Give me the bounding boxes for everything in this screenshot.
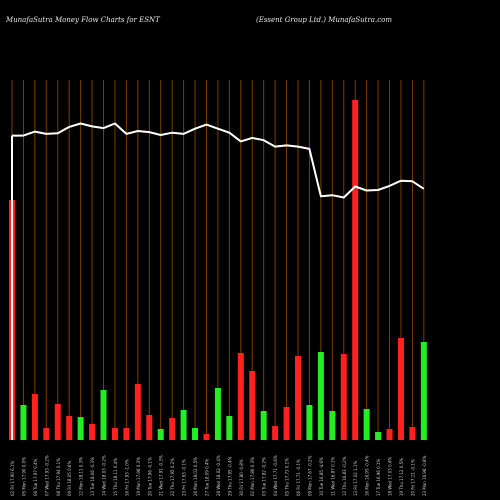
money-flow-bar: [420, 342, 427, 440]
price-line-group: [11, 122, 425, 440]
x-tick-label: 28 Wed 18.02 -0.4%: [216, 455, 221, 496]
money-flow-bar: [134, 384, 141, 440]
x-axis-labels: 02 Fri 17.90 6.1% 05 Mon 17.90 0.0% 06 Tue…: [10, 455, 427, 496]
x-tick-label: 14 Wed 18.03 -0.2%: [102, 455, 107, 496]
x-tick-label: 12 Mon 18.11 0.3%: [79, 457, 84, 496]
x-tick-label: 16 Fri 17.93 -1.0%: [124, 459, 129, 496]
x-tick-label: 22 Thu 17.95 0.2%: [170, 458, 175, 496]
money-flow-bar: [123, 428, 130, 440]
money-flow-bar: [386, 429, 393, 440]
x-tick-label: 26 Mon 18.02 0.5%: [193, 457, 198, 496]
money-flow-bar: [397, 338, 404, 440]
money-flow-bar: [375, 432, 382, 440]
x-tick-label: 10 Tue 16.85 -4.6%: [319, 457, 324, 496]
money-flow-bar: [249, 371, 256, 440]
x-tick-label: 09 Fri 18.05 0.6%: [67, 461, 72, 496]
money-flow-bar: [409, 427, 416, 440]
x-tick-label: 18 Wed 17.03 0.4%: [388, 457, 393, 496]
x-tick-label: 13 Fri 17.02 1.1%: [353, 461, 358, 496]
x-tick-label: 03 Tue 17.82 -0.2%: [262, 457, 267, 496]
money-flow-bar: [169, 418, 176, 440]
price-line: [12, 122, 425, 199]
x-tick-label: 05 Mon 17.90 0.0%: [21, 457, 26, 496]
money-flow-bar: [31, 394, 38, 440]
x-tick-label: 30 Fri 17.80 -0.8%: [239, 459, 244, 496]
x-tick-label: 09 Mon 17.67 -0.2%: [307, 455, 312, 496]
money-flow-bar: [66, 416, 73, 440]
money-flow-bar: [260, 411, 267, 440]
x-tick-label: 21 Wed 17.91 -0.3%: [159, 455, 164, 496]
money-flow-bar: [283, 407, 290, 440]
money-flow-bar: [157, 429, 164, 440]
x-tick-label: 19 Thu 17.12 0.5%: [399, 458, 404, 496]
money-flow-bar: [100, 390, 107, 440]
x-tick-label: 13 Tue 18.06 -0.3%: [90, 457, 95, 496]
money-flow-bar: [192, 428, 199, 440]
x-tick-label: 20 Fri 17.11 -0.1%: [410, 459, 415, 496]
money-flow-bar: [363, 409, 370, 440]
money-flow-bar: [317, 352, 324, 440]
x-tick-label: 29 Thu 17.95 -0.4%: [227, 456, 232, 496]
x-tick-label: 17 Tue 16.96 0.1%: [376, 458, 381, 496]
x-tick-label: 08 Thu 17.94 0.1%: [56, 458, 61, 496]
x-tick-label: 06 Tue 17.97 0.4%: [33, 458, 38, 496]
money-flow-bar: [20, 405, 27, 440]
x-tick-label: 27 Tue 18.09 0.4%: [204, 458, 209, 496]
x-tick-label: 23 Mon 16.98 -0.8%: [422, 455, 427, 496]
money-flow-bar: [180, 410, 187, 440]
x-tick-label: 23 Fri 17.93 -0.1%: [182, 459, 187, 496]
money-flow-bar: [214, 388, 221, 440]
x-tick-label: 12 Thu 16.83 -0.2%: [342, 456, 347, 496]
money-flow-bar: [295, 356, 301, 440]
x-tick-label: 19 Mon 17.98 0.3%: [136, 457, 141, 496]
money-flow-bar: [203, 434, 210, 440]
x-tick-label: 06 Fri 17.71 -0.1%: [296, 459, 301, 496]
x-tick-label: 02 Fri 17.90 6.1%: [10, 461, 15, 496]
money-flow-bar: [43, 428, 50, 440]
money-flow-bar: [146, 415, 153, 440]
money-flow-bar: [111, 428, 118, 440]
money-flow-bar: [272, 426, 279, 440]
money-flow-bar: [352, 100, 359, 440]
money-flow-bar: [77, 417, 84, 440]
x-tick-label: 07 Wed 17.93 -0.2%: [44, 455, 49, 496]
money-flow-bar: [237, 353, 244, 440]
x-tick-label: 20 Tue 17.96 -0.1%: [147, 457, 152, 496]
x-tick-label: 04 Wed 17.71 -0.6%: [273, 455, 278, 496]
money-flow-bar: [54, 404, 61, 440]
x-tick-label: 05 Thu 17.73 0.1%: [285, 458, 290, 496]
x-tick-label: 15 Thu 18.11 0.4%: [113, 458, 118, 496]
money-flow-bar: [306, 405, 313, 440]
chart-subtitle: (Essent Group Ltd.) MunafaSutra.com: [256, 16, 392, 24]
money-flow-bar: [329, 411, 336, 440]
money-flow-bar: [89, 424, 96, 440]
money-flow-bar: [226, 416, 233, 440]
x-tick-label: 11 Wed 16.87 0.1%: [330, 457, 335, 496]
x-tick-label: 02 Mon 17.86 0.3%: [250, 457, 255, 496]
chart-title: MunafaSutra Money Flow Charts for ESNT: [5, 16, 161, 24]
x-tick-label: 16 Mon 16.95 -0.4%: [365, 455, 370, 496]
money-flow-bar: [340, 354, 347, 440]
